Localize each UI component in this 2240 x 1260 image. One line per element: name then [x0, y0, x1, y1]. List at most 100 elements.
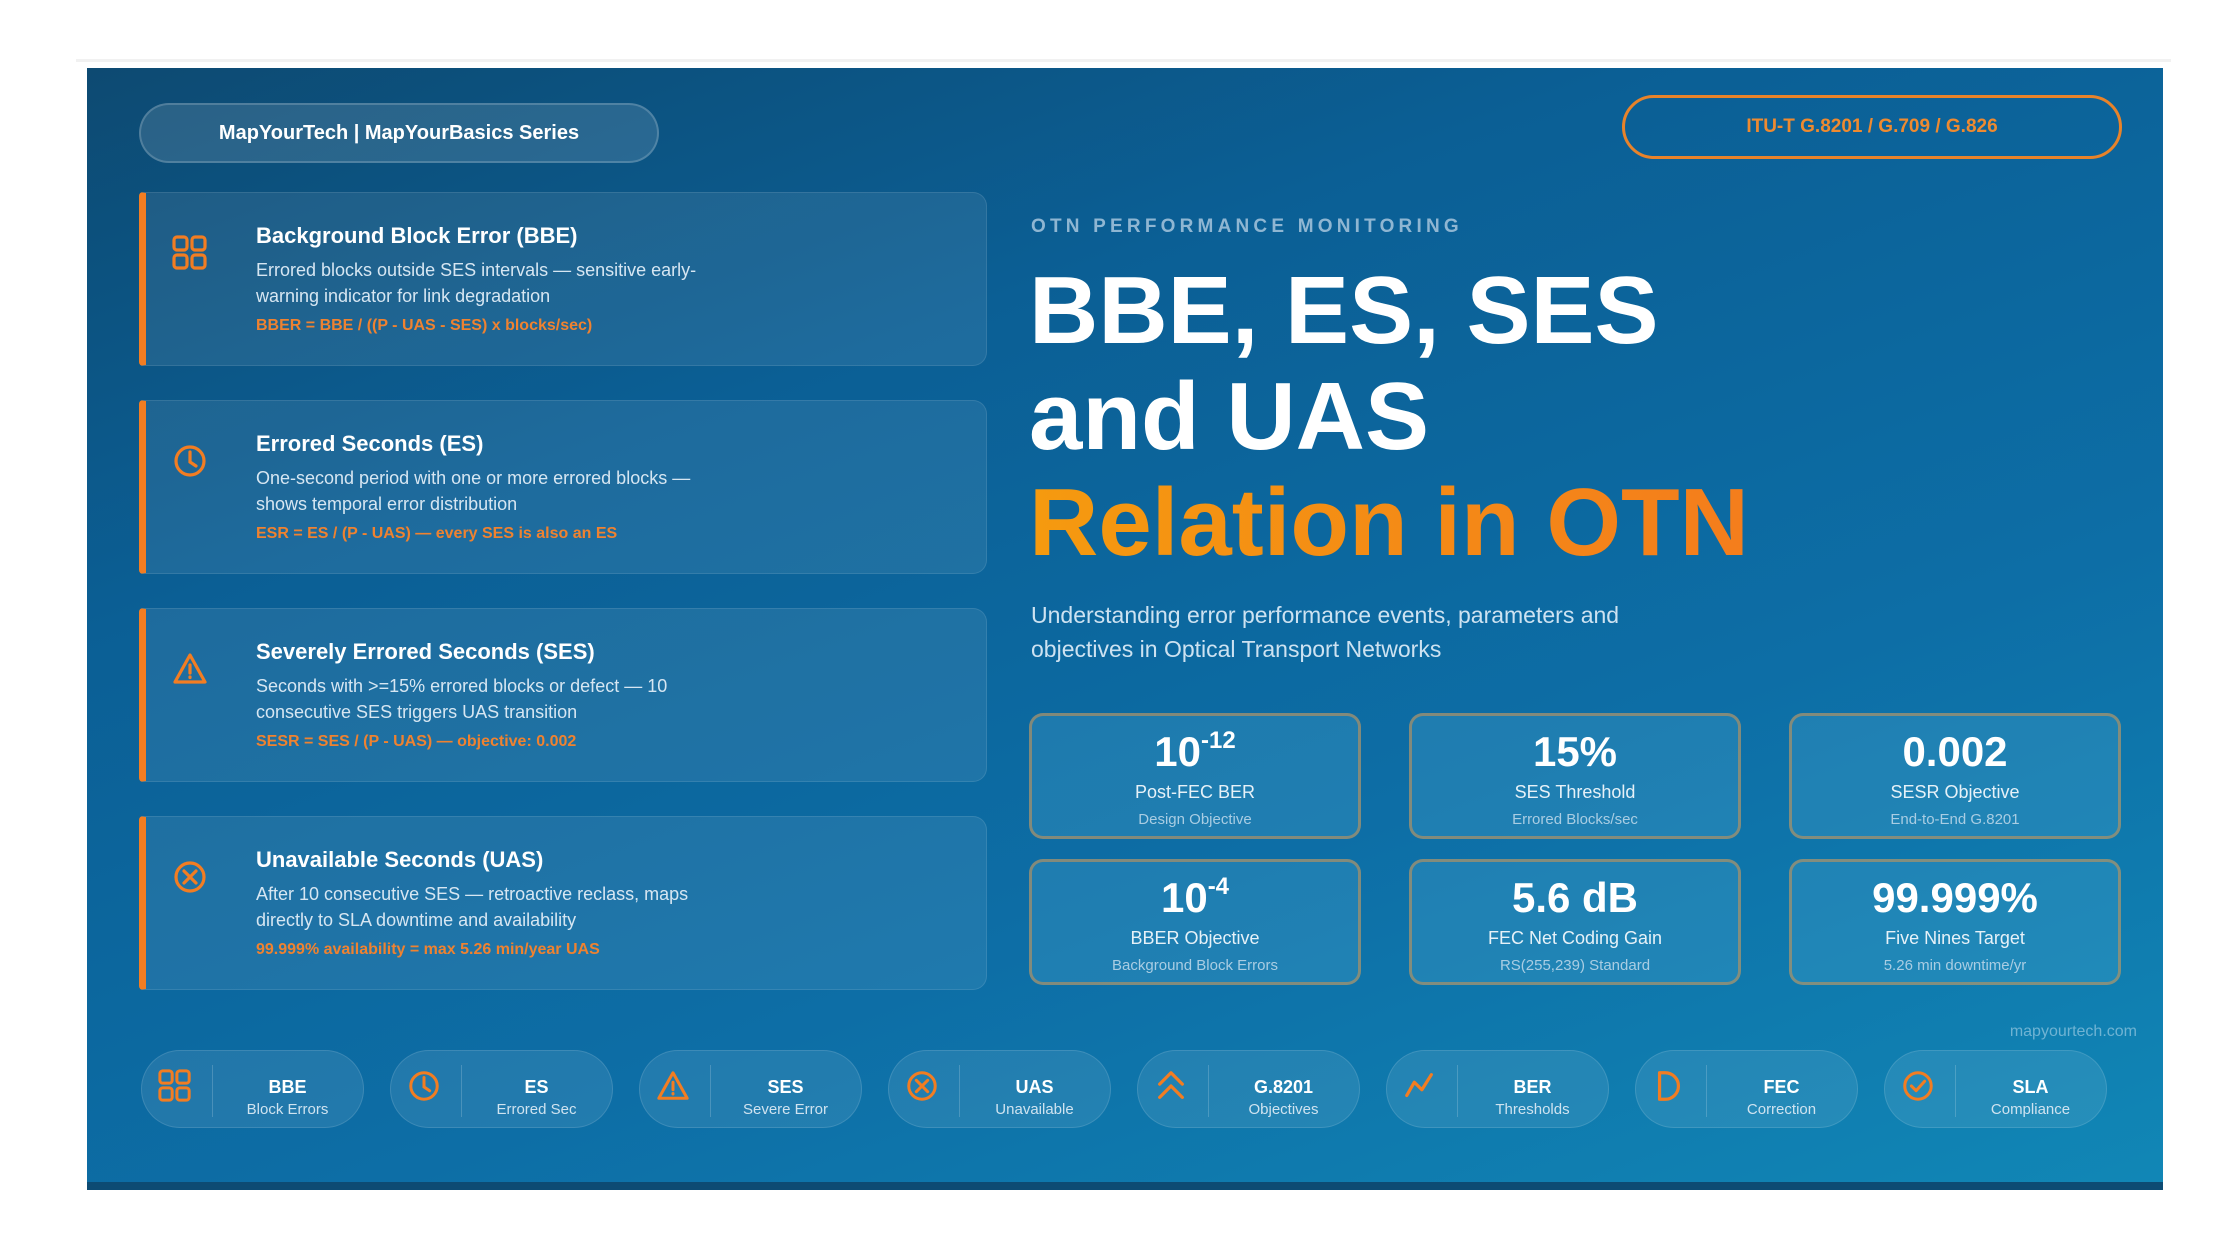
warning-icon — [656, 1069, 690, 1103]
clock-icon — [172, 443, 208, 479]
chip-title: BER — [1513, 1077, 1552, 1097]
stat-label: BBER Objective — [1130, 928, 1260, 948]
chip-divider — [1706, 1065, 1707, 1117]
stat-sesr-objective: 0.002 SESR Objective End-to-End G.8201 — [1789, 713, 2121, 839]
chip-title: FEC — [1763, 1077, 1800, 1097]
standard-pill: ITU-T G.8201 / G.709 / G.826 — [1622, 95, 2122, 159]
stat-fec-gain: 5.6 dB FEC Net Coding Gain RS(255,239) S… — [1409, 859, 1741, 985]
stat-post-fec-ber: 10-12 Post-FEC BER Design Objective — [1029, 713, 1361, 839]
brand-label: MapYourTech | MapYourBasics Series — [218, 121, 580, 144]
card-description: After 10 consecutive SES — retroactive r… — [256, 884, 689, 930]
chip-divider — [212, 1065, 213, 1117]
card-description: Seconds with >=15% errored blocks or def… — [256, 676, 668, 722]
card-formula: 99.999% availability = max 5.26 min/year… — [256, 941, 600, 958]
standard-label: ITU-T G.8201 / G.709 / G.826 — [1746, 116, 1998, 137]
stat-value: 0.002 — [1902, 728, 2008, 775]
stat-value: 15% — [1532, 728, 1618, 775]
card-title: Errored Seconds (ES) — [256, 431, 484, 456]
stat-label: Five Nines Target — [1885, 928, 2025, 948]
stat-value: 10-12 — [1154, 727, 1236, 775]
stat-sublabel: 5.26 min downtime/yr — [1883, 957, 2027, 974]
stat-label: SES Threshold — [1514, 782, 1636, 802]
card-formula: BBER = BBE / ((P - UAS - SES) x blocks/s… — [256, 317, 593, 334]
chip-bbe[interactable]: BBE Block Errors — [141, 1050, 364, 1128]
d-shape-icon — [1652, 1069, 1686, 1103]
chip-title: BBE — [268, 1077, 307, 1097]
stat-sublabel: Errored Blocks/sec — [1512, 811, 1638, 828]
chip-es[interactable]: ES Errored Sec — [390, 1050, 613, 1128]
chip-title: ES — [524, 1077, 549, 1097]
card-description: Errored blocks outside SES intervals — s… — [256, 260, 697, 306]
card-ses: Severely Errored Seconds (SES) Seconds w… — [139, 608, 987, 782]
chip-sla[interactable]: SLA Compliance — [1884, 1050, 2107, 1128]
grid-icon — [158, 1069, 192, 1103]
top-divider — [76, 59, 2171, 62]
circle-x-icon — [905, 1069, 939, 1103]
stat-five-nines: 99.999% Five Nines Target 5.26 min downt… — [1789, 859, 2121, 985]
chip-divider — [1208, 1065, 1209, 1117]
eyebrow-label: OTN PERFORMANCE MONITORING — [1031, 216, 1463, 237]
chip-subtitle: Correction — [1746, 1101, 1817, 1118]
stat-ses-threshold: 15% SES Threshold Errored Blocks/sec — [1409, 713, 1741, 839]
chip-title: UAS — [1015, 1077, 1054, 1097]
circle-x-icon — [172, 859, 208, 895]
chip-ber[interactable]: BER Thresholds — [1386, 1050, 1609, 1128]
chip-subtitle: Thresholds — [1495, 1101, 1570, 1118]
chip-ses[interactable]: SES Severe Error — [639, 1050, 862, 1128]
card-formula: SESR = SES / (P - UAS) — objective: 0.00… — [256, 733, 577, 750]
chip-subtitle: Objectives — [1248, 1101, 1319, 1118]
stat-sublabel: End-to-End G.8201 — [1890, 811, 2020, 828]
chip-subtitle: Unavailable — [995, 1101, 1074, 1118]
topic-chips: BBE Block Errors ES Errored Sec SES Seve… — [141, 1050, 2107, 1128]
card-title: Severely Errored Seconds (SES) — [256, 639, 595, 664]
stat-value: 10-4 — [1160, 873, 1230, 921]
chip-title: SLA — [2012, 1077, 2049, 1097]
double-chevron-up-icon — [1154, 1069, 1188, 1103]
chip-divider — [1955, 1065, 1956, 1117]
chip-subtitle: Compliance — [1990, 1101, 2071, 1118]
card-description: One-second period with one or more error… — [256, 468, 691, 514]
chip-title: SES — [767, 1077, 804, 1097]
stats-grid: 10-12 Post-FEC BER Design Objective 15% … — [1029, 713, 2121, 985]
stat-label: SESR Objective — [1890, 782, 2020, 802]
stat-label: FEC Net Coding Gain — [1487, 928, 1663, 948]
title-line-2: and UAS — [1029, 363, 1430, 470]
stat-sublabel: Background Block Errors — [1112, 957, 1278, 974]
stat-sublabel: RS(255,239) Standard — [1499, 957, 1651, 974]
stat-sublabel: Design Objective — [1138, 811, 1252, 828]
website-link[interactable]: mapyourtech.com — [2009, 1023, 2137, 1040]
grid-icon — [172, 235, 208, 271]
trend-line-icon — [1403, 1069, 1437, 1103]
title-accent: Relation in OTN — [1029, 469, 1749, 576]
card-bbe: Background Block Error (BBE) Errored blo… — [139, 192, 987, 366]
card-es: Errored Seconds (ES) One-second period w… — [139, 400, 987, 574]
brand-pill: MapYourTech | MapYourBasics Series — [139, 103, 659, 163]
subtitle: Understanding error performance events, … — [1031, 602, 1620, 662]
stat-bber-objective: 10-4 BBER Objective Background Block Err… — [1029, 859, 1361, 985]
chip-subtitle: Errored Sec — [496, 1101, 577, 1118]
check-circle-icon — [1901, 1069, 1935, 1103]
chip-subtitle: Block Errors — [246, 1101, 329, 1118]
chip-uas[interactable]: UAS Unavailable — [888, 1050, 1111, 1128]
clock-icon — [407, 1069, 441, 1103]
chip-divider — [461, 1065, 462, 1117]
chip-divider — [959, 1065, 960, 1117]
card-title: Unavailable Seconds (UAS) — [256, 847, 544, 872]
chip-fec[interactable]: FEC Correction — [1635, 1050, 1858, 1128]
title-line-1: BBE, ES, SES — [1029, 257, 1659, 364]
chip-title: G.8201 — [1253, 1077, 1314, 1097]
slide: MapYourTech | MapYourBasics Series ITU-T… — [87, 68, 2163, 1190]
warning-icon — [172, 651, 208, 687]
chip-divider — [1457, 1065, 1458, 1117]
stat-value: 5.6 dB — [1511, 874, 1639, 921]
chip-g8201[interactable]: G.8201 Objectives — [1137, 1050, 1360, 1128]
stat-label: Post-FEC BER — [1134, 782, 1256, 802]
card-title: Background Block Error (BBE) — [256, 223, 578, 248]
parameter-cards: Background Block Error (BBE) Errored blo… — [139, 192, 987, 1024]
chip-divider — [710, 1065, 711, 1117]
chip-subtitle: Severe Error — [742, 1101, 829, 1118]
page-title: BBE, ES, SES and UAS Relation in OTN — [1029, 258, 1749, 576]
stat-value: 99.999% — [1872, 874, 2038, 921]
card-formula: ESR = ES / (P - UAS) — every SES is also… — [256, 525, 618, 542]
card-uas: Unavailable Seconds (UAS) After 10 conse… — [139, 816, 987, 990]
